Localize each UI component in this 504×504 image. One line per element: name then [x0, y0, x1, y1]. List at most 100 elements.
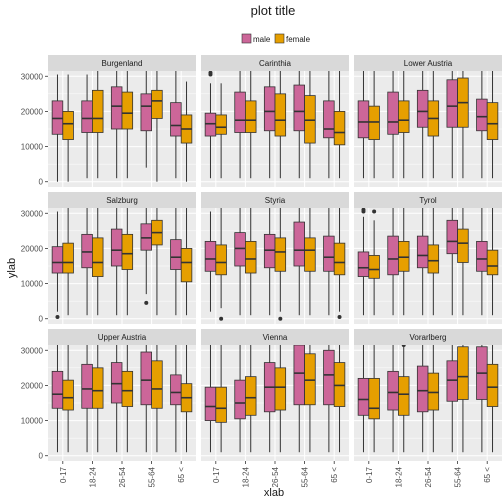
panel-marks [357, 208, 499, 316]
box-male [416, 235, 429, 269]
facet-panel: Lower Austria [354, 55, 502, 187]
box-male [51, 246, 64, 274]
x-tick-label: 18-24 [88, 466, 97, 487]
y-tick-label: 20000 [21, 381, 44, 390]
x-tick-label: 26-54 [424, 466, 433, 487]
legend-label-male: male [253, 35, 271, 44]
facet-panel: Vorarlberg 0-17 18-24 26-54 55-64 65 < [354, 329, 502, 487]
facet-strip-label: Carinthia [259, 59, 292, 68]
panel-marks [204, 208, 346, 321]
x-tick-label: 0-17 [212, 466, 221, 483]
box-male [293, 221, 306, 267]
box-male [204, 112, 217, 137]
chart-title: plot title [251, 3, 296, 18]
y-tick-label: 20000 [21, 107, 44, 116]
box-male [110, 362, 123, 404]
y-tick-label: 10000 [21, 143, 44, 152]
box-female [62, 242, 74, 274]
box-female [304, 353, 316, 406]
box-female [215, 386, 227, 423]
box-female [486, 102, 499, 140]
panel-marks [357, 345, 499, 453]
box-male [446, 79, 459, 128]
x-tick-label: 65 < [177, 467, 186, 483]
box-female [62, 379, 74, 411]
box-male [51, 370, 64, 409]
box-male [140, 351, 153, 406]
box-female [215, 114, 227, 135]
box-female [92, 367, 104, 409]
box-female [151, 89, 163, 119]
facet-panel: Salzburg 0 10000 20000 30000 [21, 192, 196, 324]
outlier-point [55, 314, 60, 319]
x-tick-label: 55-64 [301, 466, 310, 487]
panel-marks [204, 345, 346, 453]
box-female [333, 111, 346, 146]
box-female [427, 372, 440, 411]
facet-panel: Burgenland 0 10000 20000 30000 [21, 55, 196, 187]
box-female [333, 362, 346, 407]
box-male [263, 86, 276, 132]
facet-strip [201, 55, 349, 71]
outlier-point [219, 316, 224, 321]
box-female [244, 100, 257, 133]
box-male [446, 219, 459, 255]
box-male [81, 233, 93, 269]
box-male [416, 365, 429, 413]
outlier-point [337, 314, 342, 319]
x-tick-label: 26-54 [118, 466, 127, 487]
box-male [323, 100, 335, 139]
box-male [293, 84, 306, 132]
box-female [244, 376, 257, 416]
y-tick-label: 0 [39, 178, 44, 187]
box-female [304, 95, 316, 144]
y-tick-label: 20000 [21, 244, 44, 253]
facet-strip-label: Burgenland [102, 59, 143, 68]
box-male [170, 102, 182, 137]
facet-strip-label: Tyrol [419, 196, 437, 205]
x-tick-label: 18-24 [241, 466, 250, 487]
box-female [427, 244, 440, 274]
box-female [92, 89, 104, 133]
facet-strip [354, 329, 502, 345]
x-tick-label: 65 < [483, 467, 492, 483]
outlier-point [278, 316, 283, 321]
box-male [357, 100, 370, 139]
box-female [215, 244, 227, 276]
box-female [486, 249, 499, 276]
x-tick-label: 18-24 [394, 466, 403, 487]
box-female [397, 100, 410, 133]
outlier-point [372, 209, 377, 214]
facet-strip [201, 192, 349, 208]
facet-strip-label: Salzburg [106, 196, 138, 205]
box-female [151, 360, 163, 409]
box-male [357, 251, 370, 277]
outlier-point [144, 300, 149, 305]
facet-panel: Upper Austria 0 10000 20000 30000 0-17 18-24 26… [21, 329, 196, 487]
x-tick-label: 55-64 [454, 466, 463, 487]
x-tick-label: 26-54 [271, 466, 280, 487]
box-female [333, 242, 346, 276]
box-male [263, 233, 276, 269]
facet-strip [48, 329, 196, 345]
legend-label-female: female [286, 35, 311, 44]
facet-panel: Carinthia [201, 55, 349, 187]
box-male [446, 360, 459, 402]
box-female [274, 93, 287, 137]
y-tick-label: 0 [39, 452, 44, 461]
panel-marks [51, 71, 193, 182]
facet-strip [201, 329, 349, 345]
y-tick-label: 30000 [21, 72, 44, 81]
outlier-point [361, 208, 366, 212]
box-male [416, 89, 429, 128]
box-female [486, 363, 499, 407]
box-female [368, 105, 380, 140]
box-female [274, 237, 287, 272]
box-male [81, 100, 93, 133]
x-tick-label: 55-64 [148, 466, 157, 487]
box-male [293, 345, 306, 406]
box-female [121, 233, 134, 270]
box-female [244, 240, 257, 274]
box-male [357, 377, 370, 416]
facet-strip [48, 192, 196, 208]
